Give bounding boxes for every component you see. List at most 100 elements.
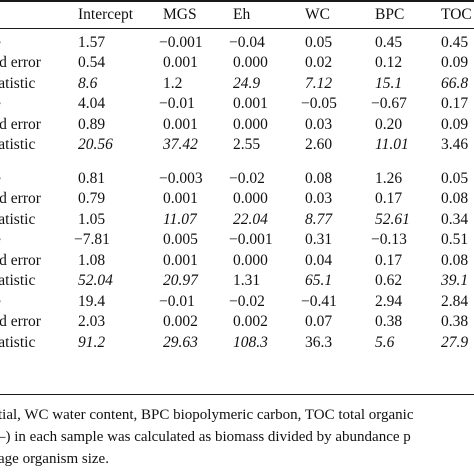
cell-eh: 0.002 [233, 313, 268, 330]
row-label: rd error [0, 54, 41, 71]
cell-bpc: 0.38 [375, 313, 403, 330]
row-label: rd error [0, 313, 41, 330]
cell-wc: 0.03 [305, 190, 333, 207]
cell-eh: 0.000 [233, 54, 268, 71]
cell-intercept: 91.2 [78, 334, 106, 351]
cell-eh: 24.9 [233, 75, 261, 92]
cell-intercept: 2.03 [78, 313, 106, 330]
header-intercept: Intercept [78, 6, 134, 23]
cell-toc: 0.09 [441, 54, 469, 71]
cell-intercept: 1.57 [78, 34, 106, 51]
table-header-rule [0, 28, 474, 29]
footnote-line-2: –) in each sample was calculated as biom… [0, 429, 411, 445]
header-wc: WC [305, 6, 330, 23]
footnote-line-1: tial, WC water content, BPC biopolymeric… [0, 407, 414, 423]
cell-eh: 108.3 [233, 334, 268, 351]
row-label: tatistic [0, 211, 36, 228]
cell-intercept: 1.05 [78, 211, 106, 228]
cell-bpc: 0.20 [375, 116, 403, 133]
cell-toc: 0.17 [441, 95, 469, 112]
cell-intercept: 0.79 [78, 190, 106, 207]
cell-bpc: −0.67 [371, 95, 407, 112]
footnote-line-3: age organism size. [0, 451, 109, 467]
cell-mgs: 0.002 [163, 313, 198, 330]
cell-intercept: −7.81 [74, 231, 110, 248]
cell-bpc: 5.6 [375, 334, 395, 351]
row-label: tatistic [0, 136, 36, 153]
cell-mgs: 0.001 [163, 252, 198, 269]
row-label: e [0, 292, 1, 311]
cell-wc: 2.60 [305, 136, 333, 153]
cell-wc: 7.12 [305, 75, 333, 92]
cell-eh: 0.001 [233, 95, 268, 112]
cell-eh: 0.000 [233, 252, 268, 269]
table-row: e 1.57 −0.001 −0.04 0.05 0.45 0.45 [0, 33, 474, 52]
cell-bpc: 0.17 [375, 190, 403, 207]
cell-mgs: −0.003 [159, 170, 203, 187]
cell-intercept: 0.81 [78, 170, 106, 187]
cell-intercept: 19.4 [78, 293, 106, 310]
table-row: e 19.4 −0.01 −0.02 −0.41 2.94 2.84 [0, 292, 474, 311]
cell-intercept: 8.6 [78, 75, 98, 92]
cell-toc: 27.9 [441, 334, 469, 351]
cell-mgs: 20.97 [163, 272, 198, 289]
row-label: e [0, 94, 1, 113]
table-row: tatistic 1.05 11.07 22.04 8.77 52.61 0.3… [0, 210, 474, 229]
cell-toc: 0.08 [441, 252, 469, 269]
cell-toc: 66.8 [441, 75, 469, 92]
cell-wc: 0.07 [305, 313, 333, 330]
cell-eh: 1.31 [233, 272, 261, 289]
cell-bpc: 0.17 [375, 252, 403, 269]
table-row: e −7.81 0.005 −0.001 0.31 −0.13 0.51 [0, 230, 474, 249]
cell-mgs: −0.01 [159, 95, 195, 112]
cell-mgs: 0.001 [163, 190, 198, 207]
table-top-rule [0, 0, 474, 2]
cell-wc: 0.31 [305, 231, 333, 248]
table-row: rd error 1.08 0.001 0.000 0.04 0.17 0.08 [0, 251, 474, 270]
header-eh: Eh [233, 6, 251, 23]
cell-mgs: 0.001 [163, 116, 198, 133]
cell-bpc: 15.1 [375, 75, 403, 92]
header-bpc: BPC [375, 6, 405, 23]
cell-eh: 0.000 [233, 190, 268, 207]
table-row: tatistic 91.2 29.63 108.3 36.3 5.6 27.9 [0, 333, 474, 352]
cell-intercept: 52.04 [78, 272, 113, 289]
cell-wc: 0.02 [305, 54, 333, 71]
cell-toc: 0.08 [441, 190, 469, 207]
row-label: e [0, 169, 1, 188]
cell-eh: 0.000 [233, 116, 268, 133]
cell-eh: −0.001 [229, 231, 273, 248]
cell-intercept: 4.04 [78, 95, 106, 112]
cell-eh: −0.02 [229, 293, 265, 310]
table-row: rd error 2.03 0.002 0.002 0.07 0.38 0.38 [0, 312, 474, 331]
cell-bpc: 0.45 [375, 34, 403, 51]
row-label: tatistic [0, 75, 36, 92]
cell-wc: −0.05 [301, 95, 337, 112]
cell-mgs: 1.2 [163, 75, 183, 92]
cell-toc: 0.38 [441, 313, 469, 330]
cell-mgs: 37.42 [163, 136, 198, 153]
table-bottom-rule [0, 394, 474, 395]
row-label: rd error [0, 116, 41, 133]
cell-mgs: 0.005 [163, 231, 198, 248]
cell-mgs: −0.001 [159, 34, 203, 51]
cell-eh: −0.02 [229, 170, 265, 187]
cell-intercept: 1.08 [78, 252, 106, 269]
cell-mgs: −0.01 [159, 293, 195, 310]
row-label: tatistic [0, 334, 36, 351]
cell-bpc: 0.62 [375, 272, 403, 289]
cell-wc: 36.3 [305, 334, 333, 351]
table-row: tatistic 52.04 20.97 1.31 65.1 0.62 39.1 [0, 271, 474, 290]
row-label: e [0, 33, 1, 52]
cell-bpc: −0.13 [371, 231, 407, 248]
cell-bpc: 52.61 [375, 211, 410, 228]
cell-toc: 0.45 [441, 34, 469, 51]
header-mgs: MGS [163, 6, 197, 23]
cell-intercept: 0.54 [78, 54, 106, 71]
row-label: tatistic [0, 272, 36, 289]
cell-wc: 65.1 [305, 272, 333, 289]
table-row: rd error 0.89 0.001 0.000 0.03 0.20 0.09 [0, 115, 474, 134]
cell-bpc: 1.26 [375, 170, 403, 187]
cell-eh: −0.04 [229, 34, 265, 51]
cell-mgs: 11.07 [163, 211, 197, 228]
